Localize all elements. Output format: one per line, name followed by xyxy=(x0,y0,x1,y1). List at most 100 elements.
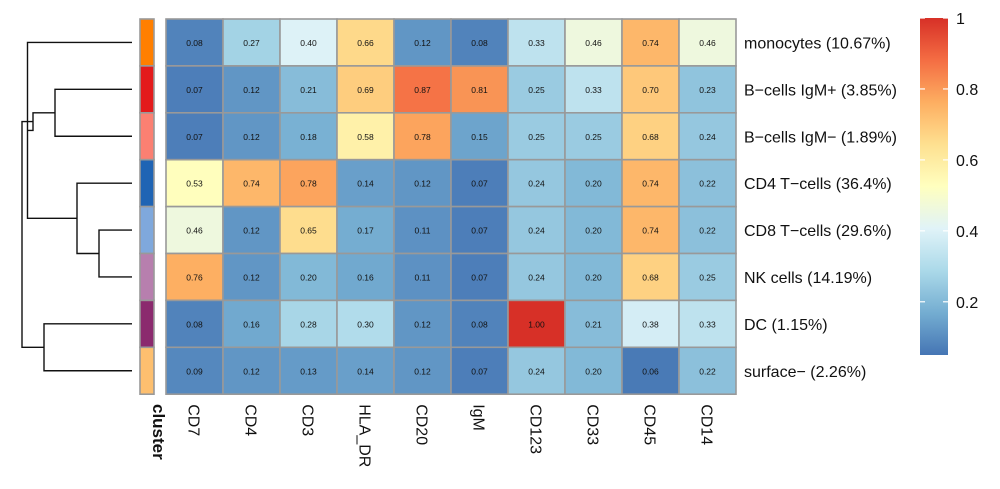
cell-value-label: 0.08 xyxy=(471,38,488,48)
cell-value-label: 0.12 xyxy=(414,319,431,329)
dendrogram-branch xyxy=(28,42,133,218)
cell-value-label: 0.12 xyxy=(243,132,260,142)
cell-value-label: 0.25 xyxy=(528,85,545,95)
dendrogram-branch xyxy=(44,324,132,371)
row-label: B−cells IgM− (1.89%) xyxy=(744,129,897,146)
cell-value-label: 0.33 xyxy=(585,85,602,95)
cell-value-label: 0.08 xyxy=(186,319,203,329)
cell-value-label: 0.25 xyxy=(585,132,602,142)
cell-value-label: 0.08 xyxy=(471,319,488,329)
cluster-color-swatch xyxy=(140,19,154,66)
cell-value-label: 0.74 xyxy=(642,226,659,236)
cluster-color-swatch xyxy=(140,300,154,347)
cell-value-label: 0.70 xyxy=(642,85,659,95)
column-label: IgM xyxy=(470,404,487,431)
cell-value-label: 0.24 xyxy=(528,179,545,189)
cell-value-label: 0.11 xyxy=(415,272,431,282)
cluster-color-swatch xyxy=(140,207,154,254)
cell-value-label: 0.14 xyxy=(357,366,374,376)
cell-value-label: 0.65 xyxy=(300,226,317,236)
column-label: HLA_DR xyxy=(356,404,373,467)
cell-value-label: 0.66 xyxy=(357,38,374,48)
cluster-annotation-strip xyxy=(140,19,154,394)
cell-value-label: 0.11 xyxy=(415,226,431,236)
row-label: monocytes (10.67%) xyxy=(744,35,891,52)
column-label: CD7 xyxy=(185,404,202,436)
cell-value-label: 0.07 xyxy=(186,132,203,142)
cluster-color-swatch xyxy=(140,347,154,394)
row-label: NK cells (14.19%) xyxy=(744,270,872,287)
cell-value-label: 0.12 xyxy=(243,226,260,236)
dendrogram-branch xyxy=(55,89,132,136)
cell-value-label: 0.20 xyxy=(585,272,602,282)
cell-value-label: 0.68 xyxy=(642,272,659,282)
dendrogram-branch xyxy=(22,122,44,348)
cell-value-label: 0.40 xyxy=(300,38,317,48)
column-label: CD20 xyxy=(413,404,430,445)
colorbar-tick-label: 0.2 xyxy=(956,295,978,312)
cell-value-label: 0.20 xyxy=(585,226,602,236)
cell-value-label: 0.12 xyxy=(414,38,431,48)
column-label: CD123 xyxy=(527,404,544,454)
column-label: CD4 xyxy=(242,404,259,436)
cell-value-label: 0.12 xyxy=(243,272,260,282)
cell-value-label: 0.09 xyxy=(186,366,203,376)
cell-value-label: 0.13 xyxy=(300,366,317,376)
cluster-color-swatch xyxy=(140,254,154,301)
colorbar-gradient xyxy=(920,18,948,355)
row-label: DC (1.15%) xyxy=(744,317,828,334)
colorbar-tick-label: 1 xyxy=(956,11,965,28)
cell-value-label: 0.23 xyxy=(699,85,716,95)
column-label: CD14 xyxy=(698,404,715,445)
column-label: CD3 xyxy=(299,404,316,436)
cluster-color-swatch xyxy=(140,113,154,160)
cell-value-label: 0.30 xyxy=(357,319,374,329)
dendrogram-branch xyxy=(77,183,132,253)
row-label: CD8 T−cells (29.6%) xyxy=(744,223,892,240)
cell-value-label: 0.14 xyxy=(357,179,374,189)
cell-value-label: 0.07 xyxy=(471,179,488,189)
cell-value-label: 0.33 xyxy=(699,319,716,329)
heatmap-cells: 0.08 0.27 0.40 0.66 0.12 0.08 0.33 0.46 0.74 0.46… xyxy=(166,19,736,394)
cell-value-label: 0.20 xyxy=(585,179,602,189)
cell-value-label: 0.81 xyxy=(471,85,488,95)
cell-value-label: 0.07 xyxy=(471,226,488,236)
cell-value-label: 0.12 xyxy=(414,179,431,189)
row-labels: monocytes (10.67%) B−cells IgM+ (3.85%) B−… xyxy=(744,35,897,380)
cell-value-label: 0.07 xyxy=(471,366,488,376)
cell-value-label: 0.12 xyxy=(414,366,431,376)
cell-value-label: 0.74 xyxy=(642,179,659,189)
colorbar-tick-label: 0.4 xyxy=(956,224,978,241)
column-label: CD33 xyxy=(584,404,601,445)
cell-value-label: 0.17 xyxy=(357,226,374,236)
cell-value-label: 0.46 xyxy=(186,226,203,236)
cell-value-label: 0.69 xyxy=(357,85,374,95)
column-labels: CD7 CD4 CD3 HLA_DR CD20 IgM CD123 CD33 CD45 CD14 xyxy=(185,404,715,467)
cluster-color-swatch xyxy=(140,160,154,207)
cell-value-label: 0.33 xyxy=(528,38,545,48)
cell-value-label: 0.22 xyxy=(699,226,716,236)
cell-value-label: 0.20 xyxy=(585,366,602,376)
colorbar-tick-label: 0.8 xyxy=(956,82,978,99)
cell-value-label: 0.21 xyxy=(300,85,317,95)
cell-value-label: 0.24 xyxy=(528,272,545,282)
column-label: CD45 xyxy=(641,404,658,445)
cell-value-label: 0.68 xyxy=(642,132,659,142)
cell-value-label: 0.16 xyxy=(357,272,374,282)
colorbar-tick-label: 0.6 xyxy=(956,153,978,170)
cell-value-label: 0.25 xyxy=(528,132,545,142)
cell-value-label: 0.58 xyxy=(357,132,374,142)
cell-value-label: 0.46 xyxy=(585,38,602,48)
cell-value-label: 0.78 xyxy=(300,179,317,189)
cell-value-label: 0.12 xyxy=(243,366,260,376)
heatmap-figure: 0.08 0.27 0.40 0.66 0.12 0.08 0.33 0.46 0.74 0.46… xyxy=(0,0,1000,489)
cell-value-label: 0.74 xyxy=(243,179,260,189)
cell-value-label: 0.24 xyxy=(528,366,545,376)
cell-value-label: 1.00 xyxy=(528,319,545,329)
cell-value-label: 0.15 xyxy=(471,132,488,142)
cell-value-label: 0.38 xyxy=(642,319,659,329)
cell-value-label: 0.24 xyxy=(699,132,716,142)
cell-value-label: 0.07 xyxy=(186,85,203,95)
cell-value-label: 0.28 xyxy=(300,319,317,329)
row-label: surface− (2.26%) xyxy=(744,364,866,381)
